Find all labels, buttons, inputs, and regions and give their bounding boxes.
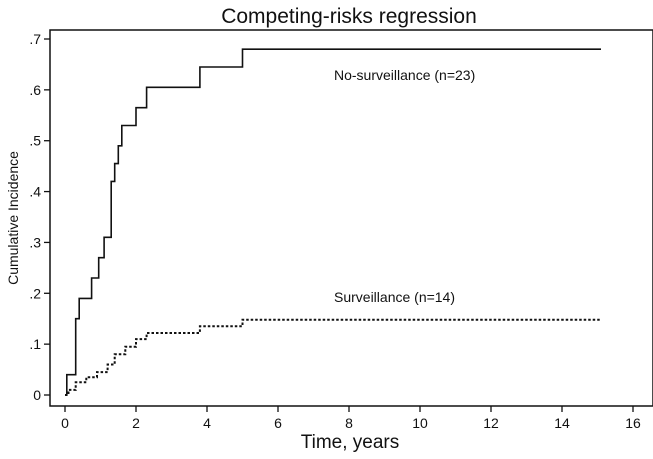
x-tick-label: 6 (274, 415, 282, 431)
y-tick-label: .6 (29, 82, 41, 98)
y-tick-label: .4 (29, 184, 41, 200)
x-tick-label: 2 (132, 415, 140, 431)
x-axis-title: Time, years (301, 432, 400, 453)
x-tick-label: 14 (554, 415, 570, 431)
y-tick-label: .7 (29, 31, 41, 47)
x-tick-label: 12 (483, 415, 499, 431)
x-tick-label: 16 (625, 415, 641, 431)
series-line-0 (65, 48, 601, 396)
annotation-surveillance: Surveillance (n=14) (334, 289, 455, 305)
plot-frame (49, 29, 653, 407)
x-tick-label: 10 (412, 415, 428, 431)
y-axis-title: Cumulative Incidence (5, 151, 21, 285)
annotation-no-surveillance: No-surveillance (n=23) (334, 67, 475, 83)
series-line-1 (65, 318, 601, 396)
chart-title: Competing-risks regression (221, 5, 477, 28)
y-tick-label: .2 (29, 285, 41, 301)
x-tick-label: 4 (203, 415, 211, 431)
y-tick-label: .1 (29, 336, 41, 352)
y-tick-label: .5 (29, 133, 41, 149)
series-layer (65, 48, 601, 396)
y-axis: 0 .1 .2 .3 .4 .5 .6 .7 (29, 31, 50, 403)
x-tick-label: 8 (345, 415, 353, 431)
x-tick-label: 0 (61, 415, 69, 431)
y-tick-label: .3 (29, 234, 41, 250)
x-axis: 0 2 4 6 8 10 12 14 16 (61, 406, 641, 431)
y-tick-label: 0 (33, 387, 41, 403)
